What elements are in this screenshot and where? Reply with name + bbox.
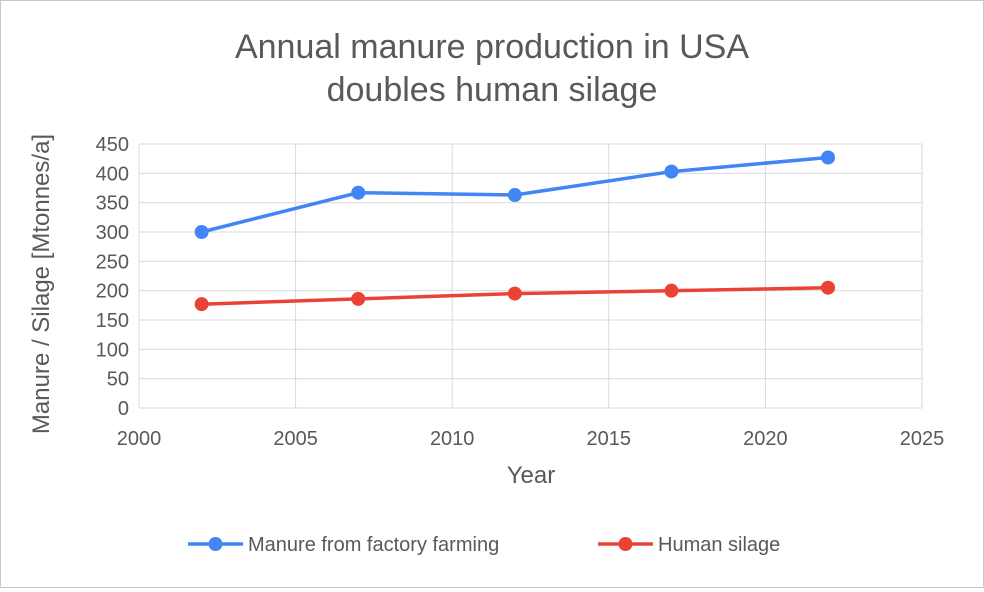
axis-layer: 0 50 100 150 200 250 300 350 400 450 2000 2005 2010 2… bbox=[96, 134, 945, 450]
y-tick-label: 400 bbox=[96, 163, 129, 185]
legend-label-1: Manure from factory farming bbox=[248, 534, 499, 556]
y-tick-label: 300 bbox=[96, 222, 129, 244]
x-tick-label: 2010 bbox=[430, 428, 475, 450]
legend: Manure from factory farming Human silage bbox=[188, 534, 780, 556]
y-tick-label: 450 bbox=[96, 134, 129, 156]
grid-layer bbox=[138, 143, 923, 409]
y-axis-title: Manure / Silage [Mtonnes/a] bbox=[28, 134, 55, 434]
y-tick-label: 150 bbox=[96, 310, 129, 332]
data-point bbox=[664, 283, 679, 298]
data-point bbox=[194, 225, 209, 239]
data-point bbox=[821, 280, 836, 295]
y-tick-label: 100 bbox=[96, 339, 129, 361]
data-point bbox=[821, 150, 836, 165]
chart-title-line-2: doubles human silage bbox=[327, 71, 658, 109]
y-tick-label: 250 bbox=[96, 251, 129, 273]
x-tick-label: 2015 bbox=[587, 428, 632, 450]
y-tick-label: 200 bbox=[96, 281, 129, 303]
data-point bbox=[664, 164, 679, 179]
data-point bbox=[351, 185, 366, 200]
x-tick-label: 2005 bbox=[273, 428, 318, 450]
series-layer bbox=[194, 150, 836, 312]
y-tick-label: 0 bbox=[118, 398, 129, 420]
x-axis-title: Year bbox=[507, 462, 556, 489]
data-point bbox=[507, 286, 522, 301]
data-point bbox=[194, 297, 209, 312]
x-tick-label: 2025 bbox=[900, 428, 945, 450]
x-tick-label: 2020 bbox=[743, 428, 788, 450]
legend-label-2: Human silage bbox=[658, 534, 780, 556]
y-tick-label: 350 bbox=[96, 193, 129, 215]
data-point bbox=[351, 291, 366, 306]
data-point bbox=[507, 188, 522, 203]
x-tick-label: 2000 bbox=[117, 428, 162, 450]
legend-marker-2 bbox=[618, 537, 633, 551]
chart-title-line-1: Annual manure production in USA bbox=[235, 28, 749, 66]
y-tick-label: 50 bbox=[107, 369, 129, 391]
legend-marker-1 bbox=[208, 537, 223, 551]
